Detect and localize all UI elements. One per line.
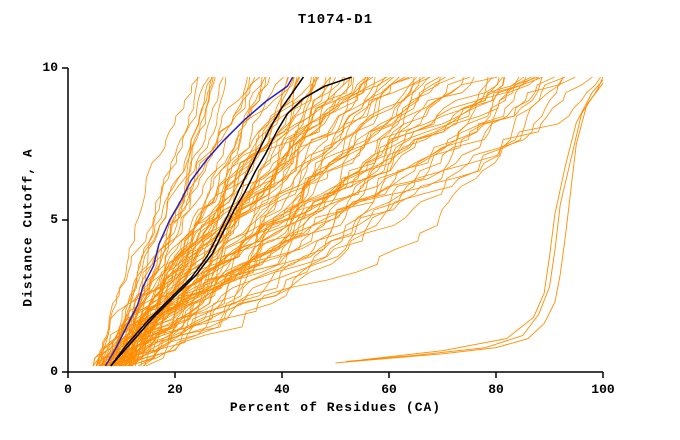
model-curve [96, 76, 369, 367]
x-tick-label: 20 [167, 382, 183, 397]
model-curve [109, 77, 543, 366]
x-tick-label: 80 [488, 382, 504, 397]
model-curve [126, 76, 417, 367]
model-curve [110, 77, 351, 367]
model-curve [100, 77, 227, 367]
model-curve [104, 77, 505, 367]
model-curve [96, 76, 210, 367]
model-curve [100, 76, 336, 367]
model-curve [125, 77, 421, 367]
model-curve [118, 76, 564, 367]
outlier-model-curve [346, 76, 604, 362]
model-curve [128, 76, 601, 367]
model-curve [112, 76, 300, 367]
model-curve [118, 76, 566, 367]
model-curve [99, 76, 456, 367]
y-tick-label: 5 [50, 212, 58, 227]
model-curve [106, 76, 532, 367]
model-curve [107, 77, 315, 367]
model-curve [134, 76, 441, 367]
model-curve [116, 76, 367, 367]
x-tick-label: 100 [591, 382, 615, 397]
model-curve [144, 77, 506, 367]
model-curve [98, 76, 199, 367]
x-tick-label: 40 [274, 382, 290, 397]
model-curve [114, 76, 425, 367]
model-curve [108, 76, 216, 367]
model-curve [101, 77, 295, 367]
model-curve [106, 77, 213, 367]
model-curve [123, 77, 326, 367]
model-curve [113, 76, 394, 367]
chart-title: T1074-D1 [297, 12, 374, 28]
model-curve [105, 77, 500, 367]
black-model-2 [110, 76, 352, 367]
model-curve [128, 76, 224, 366]
black-model-1 [110, 76, 305, 367]
x-tick-label: 0 [64, 382, 72, 397]
model-curve [130, 76, 555, 367]
blue-model [104, 76, 294, 367]
y-axis-label: Distance Cutoff, A [20, 148, 36, 307]
model-curve [114, 77, 355, 367]
model-curve [99, 76, 284, 367]
outlier-model-curve [335, 82, 604, 364]
model-curve [132, 76, 392, 366]
model-curve [117, 77, 248, 367]
x-axis-label: Percent of Residues (CA) [229, 400, 442, 415]
model-curve [115, 76, 465, 367]
model-curve [128, 76, 289, 367]
y-tick-label: 10 [42, 60, 58, 75]
y-tick-label: 0 [50, 364, 58, 379]
outlier-model-curve [362, 79, 604, 361]
x-tick-label: 60 [381, 382, 397, 397]
model-curve [95, 76, 406, 367]
